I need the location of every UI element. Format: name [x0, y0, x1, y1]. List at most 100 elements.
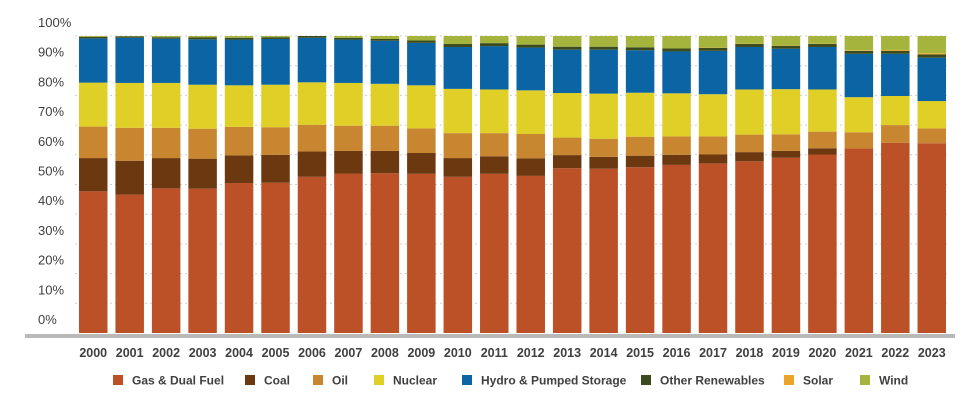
bar-segment	[407, 85, 436, 129]
x-tick-label: 2008	[371, 346, 399, 360]
x-tick-label: 2018	[736, 346, 764, 360]
bar-segment	[662, 93, 691, 137]
bar-segment	[224, 37, 254, 40]
legend-label: Coal	[264, 374, 290, 388]
bar-segment	[808, 46, 837, 90]
bar-segment	[115, 160, 144, 195]
bar-segment	[443, 46, 473, 89]
bar-segment	[516, 158, 545, 176]
bar-segment	[115, 36, 144, 38]
bar-segment	[188, 36, 217, 38]
bar-segment	[698, 154, 728, 164]
x-tick-label: 2006	[298, 346, 326, 360]
legend-swatch	[313, 375, 323, 385]
bar-segment	[334, 125, 363, 151]
bar-segment	[516, 134, 545, 159]
legend-swatch	[784, 375, 794, 385]
bar-segment	[771, 134, 801, 151]
bar-segment	[735, 134, 764, 153]
legend-swatch	[374, 375, 384, 385]
bar-segment	[370, 36, 400, 39]
bar-segment	[735, 161, 764, 333]
bar-segment	[261, 182, 290, 333]
bar-segment	[844, 97, 874, 133]
bar-segment	[407, 36, 436, 41]
bar-segment	[115, 194, 144, 333]
x-tick-label: 2011	[481, 346, 508, 360]
bar-segment	[334, 82, 363, 126]
legend-item: Other Renewables	[641, 374, 765, 388]
bar-segment	[334, 37, 363, 40]
bar-segment	[115, 82, 144, 128]
legend-label: Solar	[803, 374, 833, 388]
bar-segment	[407, 128, 436, 154]
x-tick-label: 2009	[407, 346, 435, 360]
y-tick-label: 0%	[38, 312, 57, 327]
y-tick-label: 10%	[38, 282, 64, 297]
x-tick-label: 2023	[918, 346, 946, 360]
x-tick-label: 2021	[845, 346, 873, 360]
legend-label: Gas & Dual Fuel	[132, 374, 224, 388]
bar-segment	[735, 152, 764, 162]
x-tick-label: 2002	[152, 346, 180, 360]
bar-segment	[224, 85, 254, 127]
bar-segment	[151, 188, 181, 333]
bar-segment	[443, 88, 473, 134]
bar-segment	[407, 42, 436, 86]
bar-segment	[808, 89, 837, 132]
x-tick-label: 2014	[590, 346, 618, 360]
bar-segment	[771, 150, 801, 158]
bar-segment	[881, 125, 910, 143]
bar-segment	[662, 136, 691, 155]
bar-segment	[261, 127, 290, 155]
bar-segment	[78, 191, 108, 333]
y-tick-label: 20%	[38, 253, 64, 268]
bar-segment	[224, 155, 254, 184]
bar-segment	[771, 36, 801, 46]
bar-segment	[881, 49, 910, 51]
x-tick-label: 2005	[262, 346, 290, 360]
bar-segment	[881, 50, 910, 54]
bar-segment	[625, 36, 655, 48]
bar-segment	[78, 36, 108, 37]
bar-segment	[808, 44, 837, 47]
bar-segment	[917, 128, 947, 144]
bar-segment	[480, 46, 509, 90]
x-axis-tick-labels: 2000 2001 2002 2003 2004 2005 2006 2007 2008 2009…	[79, 346, 945, 360]
bar-segment	[480, 36, 509, 44]
bar-segment	[151, 36, 181, 38]
x-tick-label: 2015	[626, 346, 654, 360]
bar-segment	[443, 176, 473, 333]
bar-segment	[698, 50, 728, 95]
bar-segment	[297, 82, 327, 125]
bar-segment	[881, 36, 910, 50]
bar-segment	[625, 92, 655, 137]
legend-item: Solar	[784, 374, 833, 388]
bar-segment	[771, 48, 801, 90]
bar-segment	[516, 47, 545, 91]
bar-segment	[151, 37, 181, 39]
bar-segment	[771, 45, 801, 49]
legend-item: Wind	[860, 374, 908, 388]
x-tick-label: 2020	[808, 346, 836, 360]
bar-segment	[589, 156, 618, 169]
legend-swatch	[113, 375, 123, 385]
bar-segment	[662, 36, 691, 49]
x-tick-label: 2019	[772, 346, 800, 360]
bar-segment	[808, 148, 837, 155]
legend-item: Oil	[313, 374, 348, 388]
bar-segment	[552, 168, 582, 333]
bar-segment	[771, 89, 801, 135]
bar-segment	[188, 158, 217, 189]
bar-segment	[443, 133, 473, 159]
bar-segment	[407, 153, 436, 174]
y-tick-label: 100%	[38, 15, 72, 30]
bar-segment	[480, 133, 509, 157]
bar-segment	[881, 95, 910, 126]
bar-segment	[334, 36, 363, 38]
bar-segment	[589, 49, 618, 94]
x-tick-label: 2010	[444, 346, 472, 360]
bar-segment	[224, 39, 254, 86]
bar-segment	[625, 155, 655, 168]
